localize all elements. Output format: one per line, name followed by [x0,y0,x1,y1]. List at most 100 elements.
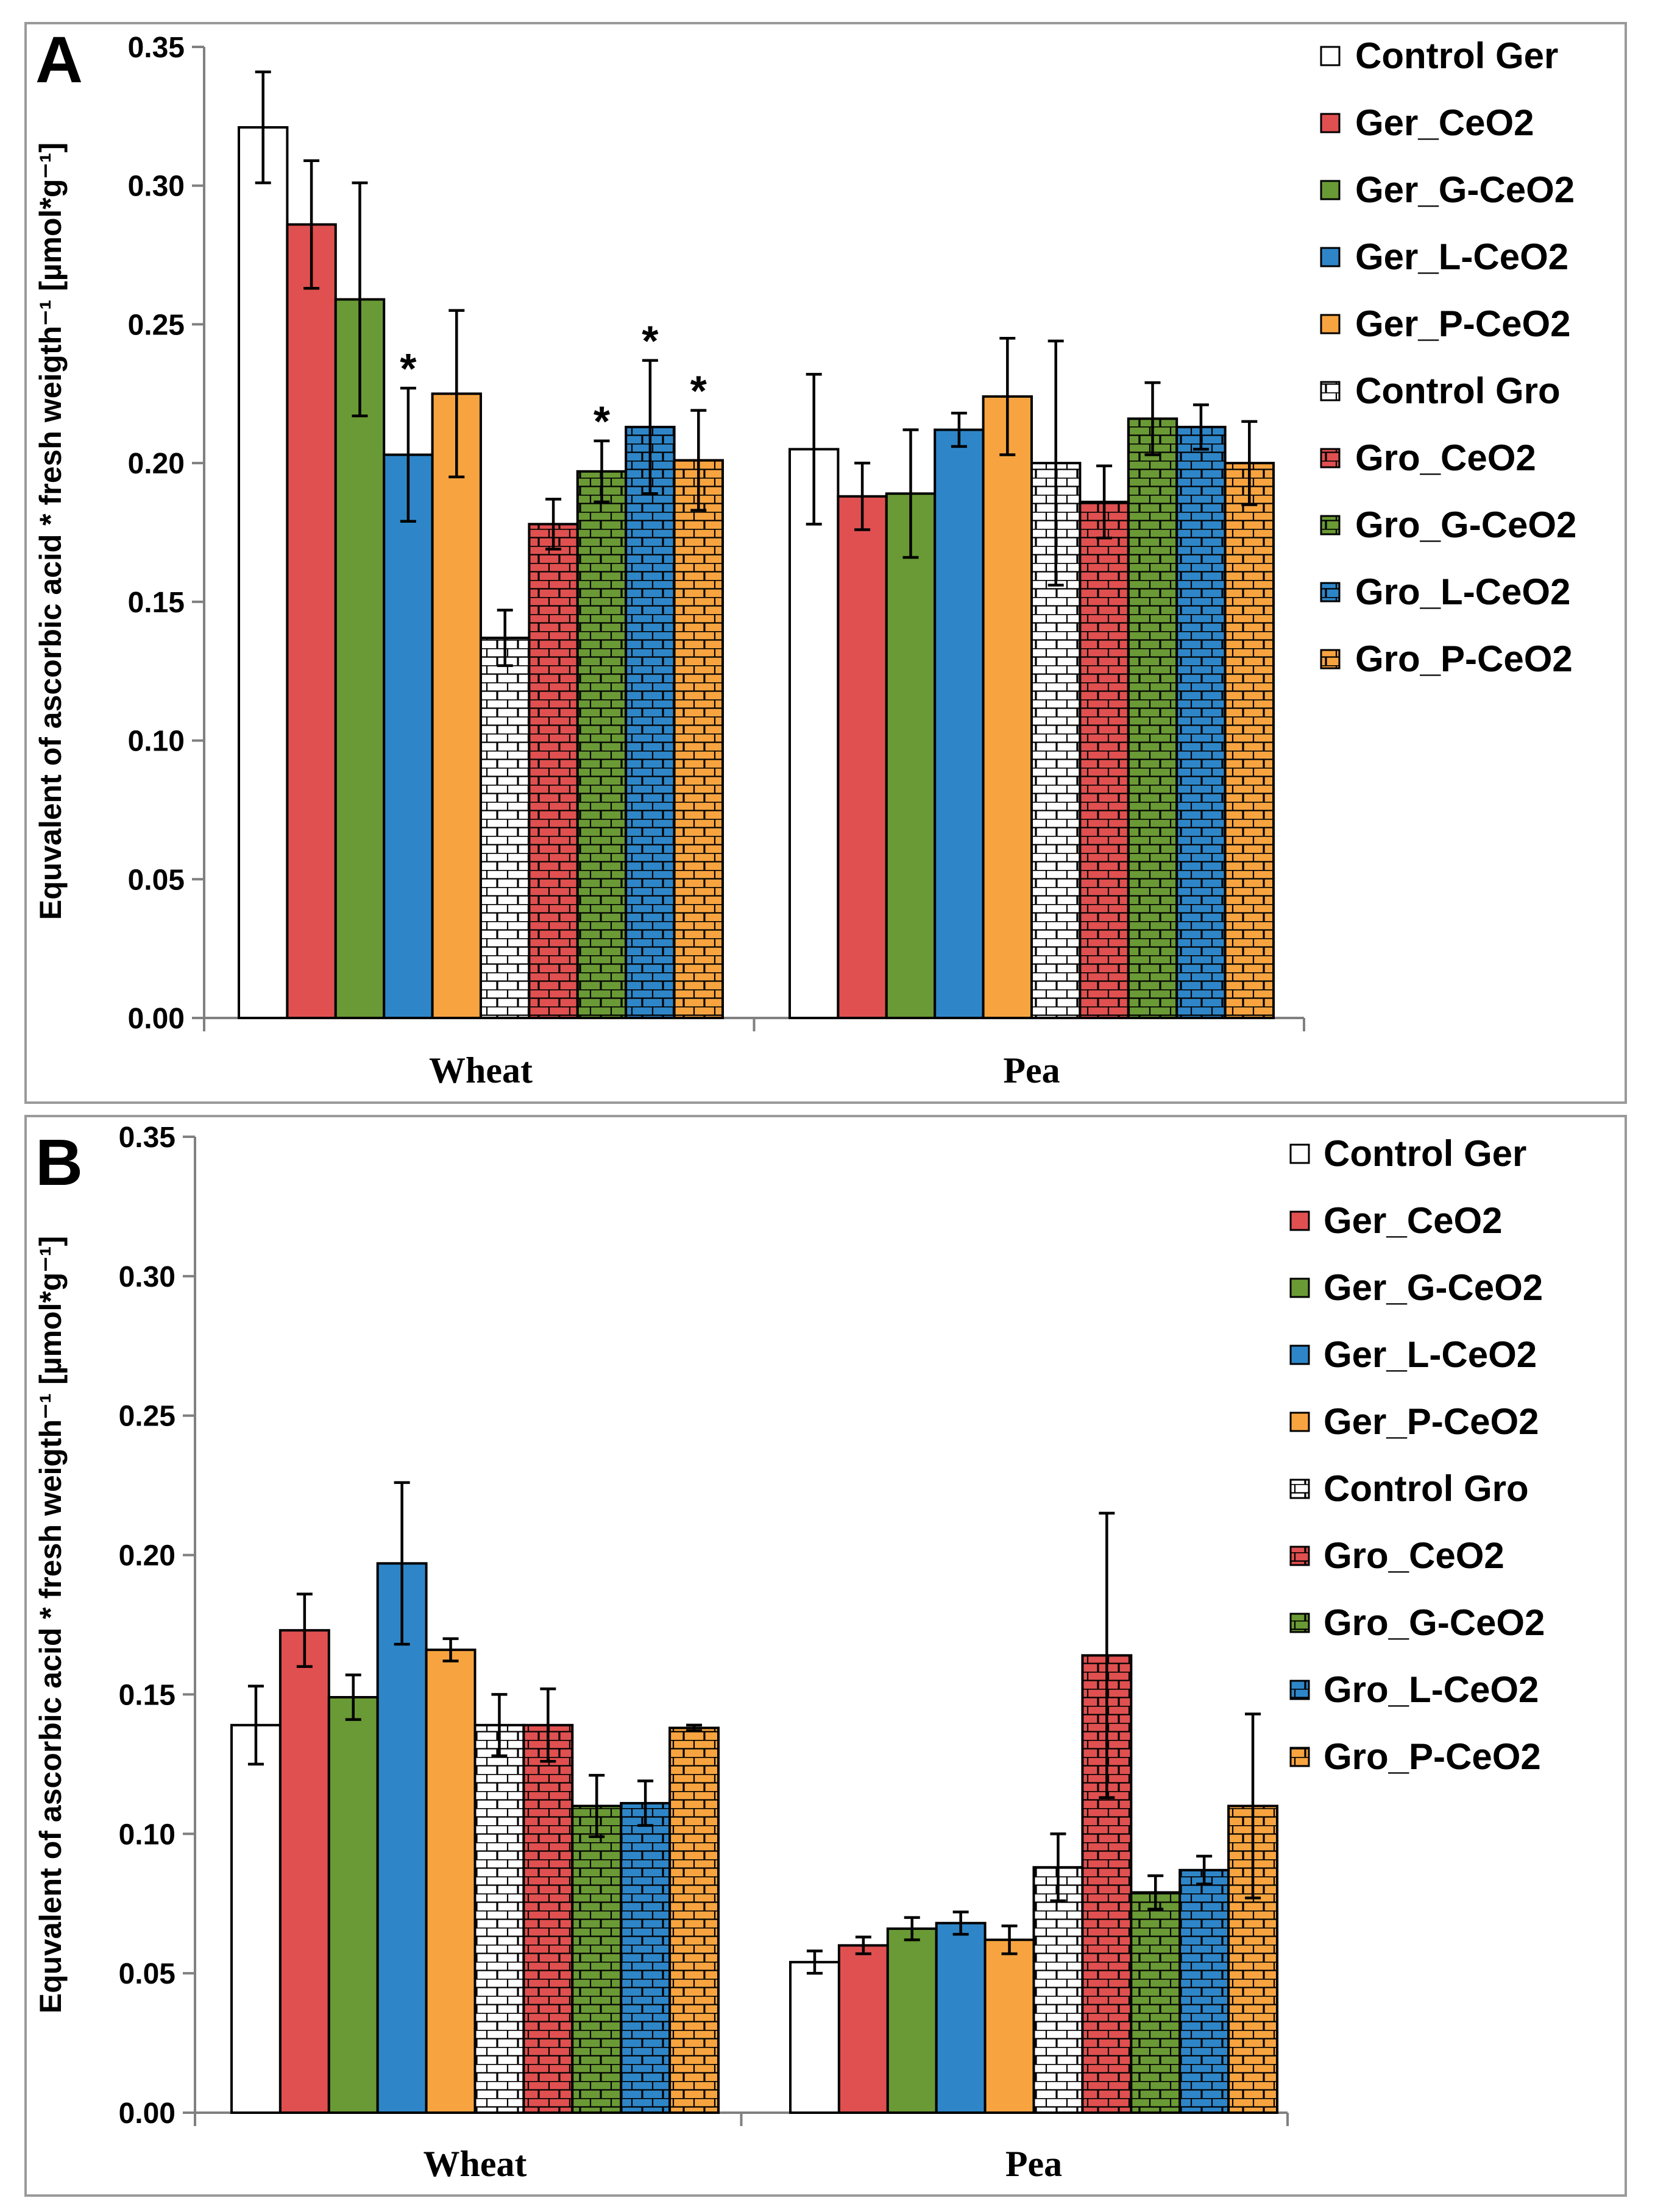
bar [238,126,289,1019]
legend-swatch [1320,582,1341,602]
legend-item: Control Ger [1320,35,1558,76]
legend-swatch [1289,1210,1310,1231]
legend-item: Gro_P-CeO2 [1320,638,1573,679]
significance-marker: * [642,317,659,365]
legend-label: Gro_L-CeO2 [1324,1669,1539,1710]
bar [982,395,1033,1019]
legend-item: Ger_G-CeO2 [1289,1267,1543,1308]
y-tick-label: 0.20 [128,448,185,480]
legend-label: Gro_G-CeO2 [1355,504,1576,545]
legend-swatch [1289,1412,1310,1432]
panel-label: A [35,23,83,96]
bar [383,453,434,1019]
legend-item: Ger_CeO2 [1289,1200,1503,1241]
y-tick-label: 0.05 [128,864,185,896]
legend-item: Ger_P-CeO2 [1289,1401,1539,1442]
bar [376,1562,428,2115]
legend-label: Ger_L-CeO2 [1355,236,1568,277]
legend-label: Control Ger [1324,1133,1526,1174]
bar [1032,1866,1084,2114]
legend-swatch [1289,1479,1310,1499]
legend: Control Ger Ger_CeO2 Ger_G-CeO2 Ger_L-CeO2 G… [1320,35,1576,679]
bar [789,1960,840,2114]
legend-label: Ger_CeO2 [1355,102,1534,143]
legend-item: Gro_G-CeO2 [1320,504,1576,545]
legend-swatch [1289,1680,1310,1700]
legend-label: Gro_L-CeO2 [1355,571,1570,612]
bar [528,523,579,1019]
bar [1127,417,1178,1019]
legend-label: Ger_G-CeO2 [1355,169,1575,210]
legend-label: Gro_P-CeO2 [1355,638,1573,679]
bar [1079,500,1130,1019]
legend-item: Gro_P-CeO2 [1289,1736,1541,1777]
legend-label: Ger_G-CeO2 [1324,1267,1543,1308]
bar [1178,1868,1230,2114]
y-tick-label: 0.35 [119,1122,175,1154]
y-tick-label: 0.30 [128,171,185,203]
significance-marker: * [400,345,417,392]
legend-label: Ger_P-CeO2 [1355,303,1571,344]
legend-item: Gro_L-CeO2 [1320,571,1570,612]
y-tick-label: 0.10 [128,726,185,758]
y-axis-label: Equvalent of ascorbic acid * fresh weigt… [34,1236,68,2013]
bar [480,637,531,1019]
y-tick-label: 0.00 [128,1003,185,1035]
y-tick-label: 0.35 [128,32,185,64]
legend-item: Ger_L-CeO2 [1320,236,1568,277]
bar [522,1723,574,2114]
legend-item: Gro_CeO2 [1320,437,1536,478]
y-tick-label: 0.25 [119,1401,175,1433]
legend-swatch [1289,1546,1310,1566]
bar [935,1921,987,2115]
bar [673,459,724,1019]
legend-swatch [1320,515,1341,535]
bar [278,1629,330,2114]
chart-panel-a: 0.00 0.05 0.10 0.15 0.20 0.25 0.30 0.35 Equvalen… [24,22,1627,1104]
legend-swatch [1320,247,1341,267]
bar [576,470,628,1019]
significance-marker: * [690,367,707,415]
bar [286,223,337,1020]
significance-marker: * [594,398,611,445]
bar [934,428,985,1019]
legend-swatch [1289,1747,1310,1767]
legend-item: Ger_G-CeO2 [1320,169,1575,210]
legend-item: Ger_L-CeO2 [1289,1334,1537,1375]
legend-label: Control Ger [1355,35,1558,76]
y-tick-label: 0.20 [119,1540,175,1572]
legend-label: Gro_CeO2 [1324,1535,1504,1576]
bar [885,492,937,1019]
bar [473,1723,525,2114]
legend-swatch [1289,1277,1310,1298]
legend-swatch [1320,46,1341,66]
bar [620,1801,672,2115]
legend-item: Control Ger [1289,1133,1526,1174]
legend-label: Control Gro [1324,1468,1529,1509]
category-label-wheat: Wheat [423,2144,527,2184]
bar [327,1696,379,2114]
legend-swatch [1289,1345,1310,1365]
bar [886,1927,938,2115]
legend-label: Gro_CeO2 [1355,437,1536,478]
legend-label: Gro_P-CeO2 [1324,1736,1541,1777]
legend-label: Control Gro [1355,370,1561,411]
y-tick-label: 0.30 [119,1261,175,1293]
legend: Control Ger Ger_CeO2 Ger_G-CeO2 Ger_L-CeO2 G… [1289,1133,1545,1777]
legend-item: Ger_CeO2 [1320,102,1534,143]
panel-label: B [35,1125,83,1199]
y-axis-label: Equvalent of ascorbic acid * fresh weigt… [34,143,68,920]
legend-swatch [1320,113,1341,133]
y-tick-label: 0.00 [119,2097,175,2130]
legend-item: Control Gro [1320,370,1561,411]
category-label-wheat: Wheat [429,1050,533,1090]
legend-item: Control Gro [1289,1468,1529,1509]
legend-item: Gro_L-CeO2 [1289,1669,1539,1710]
legend-swatch [1320,180,1341,200]
bar [668,1726,720,2114]
bar [571,1804,623,2115]
legend-label: Ger_CeO2 [1324,1200,1503,1241]
legend-label: Ger_L-CeO2 [1324,1334,1537,1375]
bar [1130,1891,1182,2115]
